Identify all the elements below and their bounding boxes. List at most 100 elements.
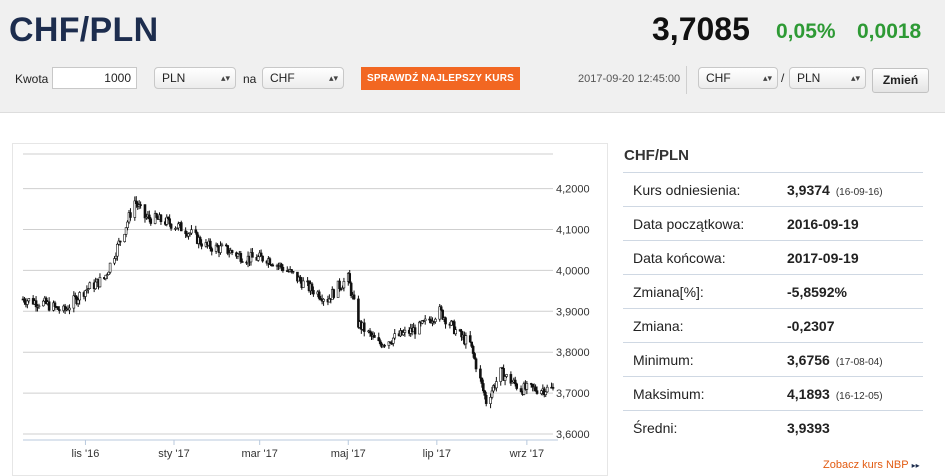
candle-body xyxy=(149,218,153,224)
candle-body xyxy=(378,340,382,345)
reference-date: (16-09-16) xyxy=(835,187,883,198)
change-pair-button[interactable]: Zmień xyxy=(872,68,929,93)
candle-body xyxy=(159,214,163,223)
candle-body xyxy=(499,367,503,382)
stats-row-average: Średni: 3,9393 xyxy=(623,411,923,445)
stats-label: Zmiana: xyxy=(633,318,684,334)
y-tick-label: 3,6000 xyxy=(556,429,590,441)
y-tick-label: 4,2000 xyxy=(556,184,590,196)
candle-body xyxy=(531,383,534,388)
candle-body xyxy=(139,204,142,206)
stats-label: Minimum: xyxy=(633,352,694,368)
candle-body xyxy=(474,358,478,370)
x-tick-label: lis '16 xyxy=(72,448,100,460)
stats-row-change: Zmiana: -0,2307 xyxy=(623,309,923,343)
candle-body xyxy=(373,335,376,338)
candle-body xyxy=(348,273,352,284)
candle-body xyxy=(200,243,203,247)
reference-rate: 3,9374 xyxy=(787,182,830,198)
candle-body xyxy=(317,291,321,299)
chart-svg: 4,2000 4,1000 4,0000 3,9000 3,8000 3,7000 3,60… xyxy=(21,153,590,460)
candle-body xyxy=(56,306,60,310)
candle-body xyxy=(291,270,295,273)
candle-body xyxy=(126,221,129,228)
candle-body xyxy=(34,300,38,308)
candle-body xyxy=(535,390,539,394)
select-arrows-icon: ▴▾ xyxy=(762,73,772,83)
candle-body xyxy=(418,321,421,335)
candle-body xyxy=(519,388,523,393)
stats-panel: CHF/PLN Kurs odniesienia: 3,9374 (16-09-1… xyxy=(623,143,923,445)
base-currency-select[interactable]: CHF ▴▾ xyxy=(698,67,778,89)
maximum-value: 4,1893 xyxy=(787,386,830,402)
nbp-link-label: Zobacz kurs NBP xyxy=(823,459,909,471)
maximum-date: (16-12-05) xyxy=(835,391,883,402)
candle-body xyxy=(322,298,325,302)
candle-body xyxy=(503,376,507,381)
candle-body xyxy=(261,255,264,262)
candle-body xyxy=(338,280,341,290)
candle-body xyxy=(421,320,424,324)
divider xyxy=(686,66,687,94)
candle-body xyxy=(98,277,102,288)
header-bar: CHF/PLN 3,7085 0,05% 0,0018 Kwota PLN ▴▾… xyxy=(0,0,945,113)
candle-body xyxy=(479,368,482,379)
candle-body xyxy=(439,306,443,311)
double-arrow-icon: ▸▸ xyxy=(911,461,920,470)
x-tick-label: maj '17 xyxy=(331,448,366,460)
candle-body xyxy=(124,227,128,235)
candle-body xyxy=(114,255,118,259)
candle-body xyxy=(251,252,254,258)
candle-body xyxy=(129,212,132,218)
candle-body xyxy=(68,307,71,311)
stats-label: Średni: xyxy=(633,420,678,436)
candle-body xyxy=(220,244,224,247)
candle-body xyxy=(423,318,427,322)
candle-body xyxy=(480,377,484,384)
from-currency-select[interactable]: PLN ▴▾ xyxy=(154,67,236,89)
candle-body xyxy=(362,322,366,332)
candle-body xyxy=(509,374,513,384)
y-tick-label: 3,9000 xyxy=(556,306,590,318)
candle-body xyxy=(214,244,218,252)
quote-currency-value: PLN xyxy=(797,71,821,85)
candle-body xyxy=(402,332,405,336)
stats-value: 3,9374 (16-09-16) xyxy=(787,182,883,198)
y-tick-label: 4,1000 xyxy=(556,225,590,237)
nbp-rate-link[interactable]: Zobacz kurs NBP ▸▸ xyxy=(823,459,920,471)
to-currency-select[interactable]: CHF ▴▾ xyxy=(262,67,344,89)
candle-body xyxy=(194,229,198,233)
candle-body xyxy=(47,301,51,311)
candle-body xyxy=(133,200,137,218)
candle-body xyxy=(94,281,97,289)
change-pct-value: -5,8592% xyxy=(787,284,847,300)
start-date: 2016-09-19 xyxy=(787,216,859,232)
stats-title: CHF/PLN xyxy=(623,143,923,173)
candle-body xyxy=(165,216,169,225)
candle-body xyxy=(58,309,61,311)
candle-body xyxy=(53,302,57,307)
candle-body xyxy=(438,306,442,320)
candle-body xyxy=(490,390,494,398)
candle-body xyxy=(26,300,29,305)
candle-body xyxy=(310,283,314,291)
price-chart[interactable]: 4,2000 4,1000 4,0000 3,9000 3,8000 3,7000 3,60… xyxy=(12,143,608,476)
candle-body xyxy=(513,379,517,385)
x-tick-label: lip '17 xyxy=(423,448,451,460)
candle-body xyxy=(483,390,487,396)
stats-label: Data końcowa: xyxy=(633,250,726,266)
candle-body xyxy=(37,305,41,308)
stats-label: Data początkowa: xyxy=(633,216,745,232)
to-label: na xyxy=(243,72,257,86)
candle-body xyxy=(312,290,315,295)
candle-body xyxy=(299,276,302,282)
candle-body xyxy=(23,298,26,303)
candle-body xyxy=(441,309,444,320)
candle-body xyxy=(268,258,272,265)
quote-currency-select[interactable]: PLN ▴▾ xyxy=(789,67,866,89)
stats-label: Kurs odniesienia: xyxy=(633,182,741,198)
base-currency-value: CHF xyxy=(706,71,731,85)
amount-input[interactable] xyxy=(52,67,137,89)
candle-body xyxy=(529,383,533,385)
best-rate-button[interactable]: SPRAWDŹ NAJLEPSZY KURS xyxy=(361,67,520,90)
